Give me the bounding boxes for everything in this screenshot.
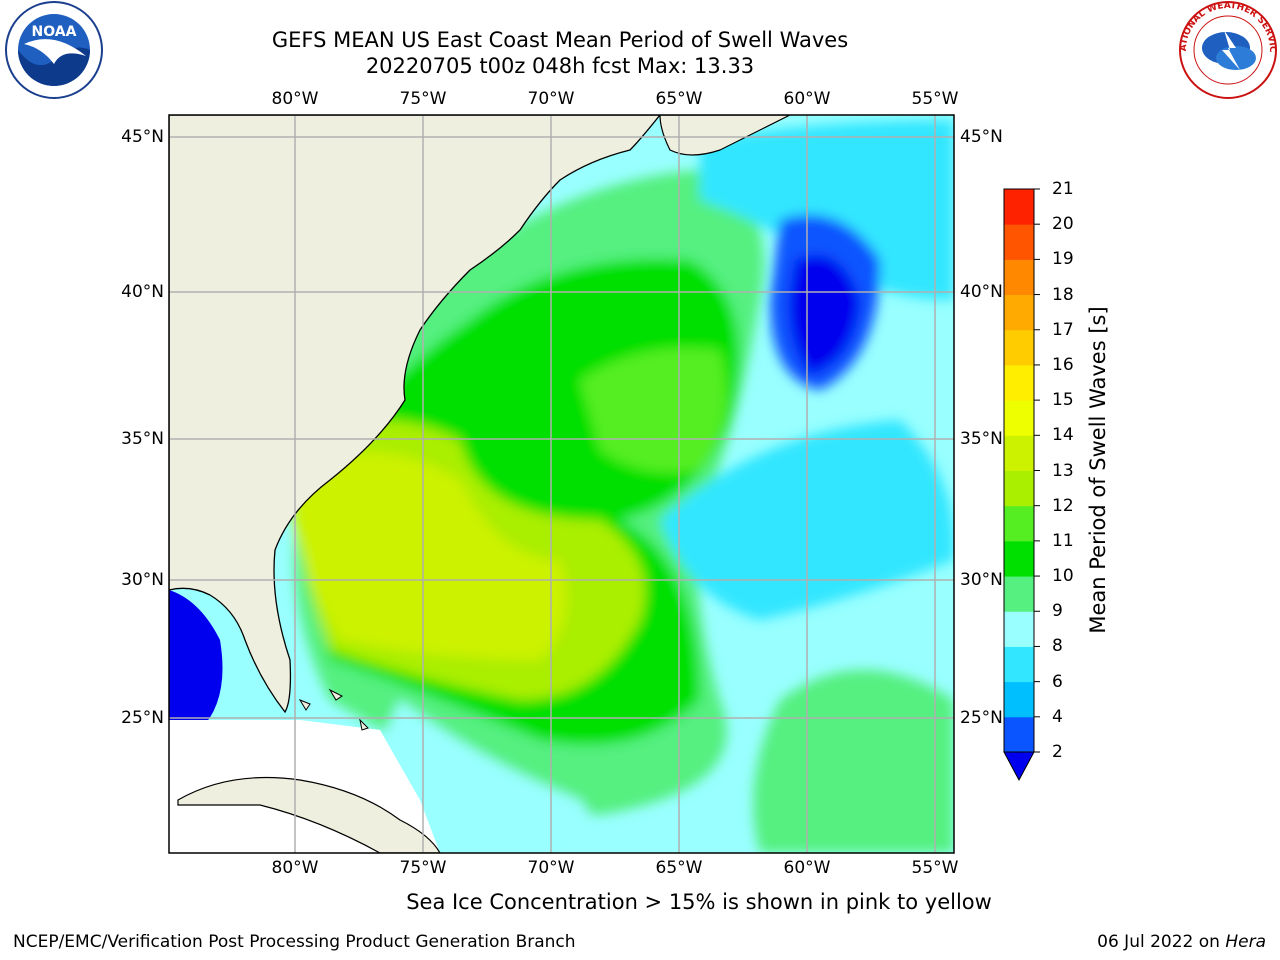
colorbar-segment xyxy=(1004,294,1034,331)
colorbar xyxy=(1003,188,1040,782)
map-frame xyxy=(168,114,955,854)
footer-credit: NCEP/EMC/Verification Post Processing Pr… xyxy=(13,932,576,952)
swell-upper-12s xyxy=(580,348,727,473)
swell-13s-region xyxy=(290,452,567,660)
lon-tick-top: 75°W xyxy=(399,89,447,109)
colorbar-tick-label: 14 xyxy=(1052,425,1074,446)
lat-tick-left: 30°N xyxy=(121,570,164,590)
colorbar-tick-label: 8 xyxy=(1052,636,1063,657)
colorbar-tick-label: 21 xyxy=(1052,179,1074,199)
colorbar-label: Mean Period of Swell Waves [s] xyxy=(1086,306,1110,634)
lat-tick-left: 25°N xyxy=(121,708,164,728)
colorbar-tick-label: 10 xyxy=(1052,566,1074,587)
lon-tick-bottom: 70°W xyxy=(527,858,575,878)
colorbar-segment xyxy=(1004,259,1034,296)
noaa-logo: NOAA xyxy=(5,1,103,99)
sea-ice-note: Sea Ice Concentration > 15% is shown in … xyxy=(406,890,992,914)
colorbar-tick-label: 4 xyxy=(1052,706,1063,727)
colorbar-segment xyxy=(1004,224,1034,260)
colorbar-segment xyxy=(1004,540,1034,577)
lon-tick-bottom: 55°W xyxy=(911,858,959,878)
colorbar-segment xyxy=(1004,435,1034,471)
land-maritimes xyxy=(659,115,791,156)
lat-tick-right: 45°N xyxy=(960,127,1003,147)
colorbar-tick-label: 16 xyxy=(1052,354,1074,375)
colorbar-segment xyxy=(1004,400,1034,436)
colorbar-segment xyxy=(1004,716,1034,753)
lon-tick-top: 65°W xyxy=(655,89,703,109)
land-north-america xyxy=(169,115,661,714)
land-cuba xyxy=(177,776,441,853)
colorbar-segment xyxy=(1004,505,1034,542)
lat-tick-left: 40°N xyxy=(121,282,164,302)
colorbar-segment xyxy=(1004,611,1034,647)
nws-logo: NATIONAL WEATHER SERVICE xyxy=(1176,0,1277,99)
lon-tick-bottom: 80°W xyxy=(271,858,319,878)
colorbar-tick-label: 19 xyxy=(1052,249,1074,270)
plot-subtitle: 20220705 t00z 048h fcst Max: 13.33 xyxy=(365,54,755,78)
lon-tick-top: 80°W xyxy=(271,89,319,109)
lat-tick-right: 35°N xyxy=(960,429,1003,449)
swell-8s-north xyxy=(700,120,954,300)
colorbar-tick-label: 11 xyxy=(1052,530,1074,551)
plot-title: GEFS MEAN US East Coast Mean Period of S… xyxy=(271,28,849,52)
colorbar-tick-label: 9 xyxy=(1052,601,1063,622)
lat-tick-right: 30°N xyxy=(960,570,1003,590)
lon-tick-top: 60°W xyxy=(783,89,831,109)
lat-tick-right: 25°N xyxy=(960,708,1003,728)
lon-tick-bottom: 65°W xyxy=(655,858,703,878)
lon-tick-top: 55°W xyxy=(911,89,959,109)
swell-10s-southeast xyxy=(753,670,954,853)
colorbar-tick-label: 12 xyxy=(1052,495,1074,516)
colorbar-tick-label: 17 xyxy=(1052,319,1074,340)
lon-tick-top: 70°W xyxy=(527,89,575,109)
colorbar-tick-label: 15 xyxy=(1052,390,1074,411)
footer-machine: Hera xyxy=(1225,932,1266,952)
colorbar-under-arrow xyxy=(1003,751,1035,782)
colorbar-tick-label: 20 xyxy=(1052,214,1074,235)
colorbar-segment xyxy=(1004,681,1034,718)
swell-8s-caribbean xyxy=(373,700,596,853)
colorbar-segment xyxy=(1004,189,1034,225)
colorbar-segment xyxy=(1004,364,1034,401)
colorbar-segment xyxy=(1004,646,1034,683)
colorbar-tick-label: 6 xyxy=(1052,671,1063,692)
lon-tick-bottom: 60°W xyxy=(783,858,831,878)
colorbar-tick-label: 13 xyxy=(1052,460,1074,481)
lat-tick-left: 45°N xyxy=(121,127,164,147)
colorbar-segment xyxy=(1004,470,1034,507)
lat-tick-right: 40°N xyxy=(960,282,1003,302)
svg-text:NOAA: NOAA xyxy=(32,24,77,40)
lat-tick-left: 35°N xyxy=(121,429,164,449)
colorbar-segment xyxy=(1004,576,1034,612)
footer-date: 06 Jul 2022 on Hera xyxy=(1097,932,1266,952)
colorbar-tick-label: 2 xyxy=(1052,742,1063,762)
colorbar-segment xyxy=(1004,329,1034,366)
colorbar-tick-label: 18 xyxy=(1052,284,1074,305)
lon-tick-bottom: 75°W xyxy=(399,858,447,878)
